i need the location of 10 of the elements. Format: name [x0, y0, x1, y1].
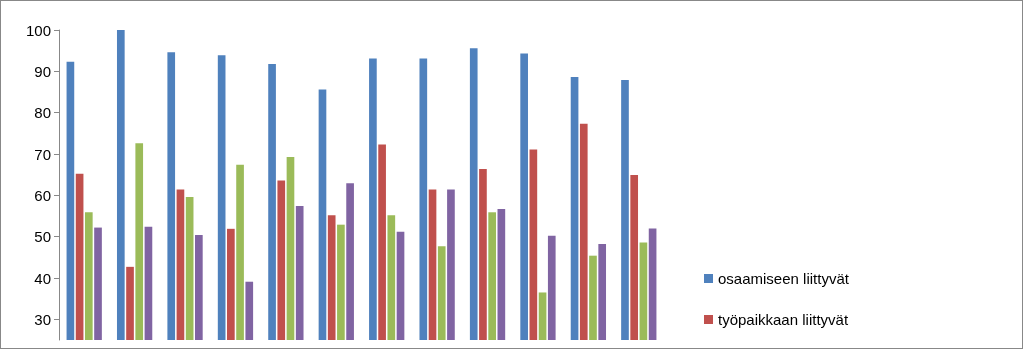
y-tick-label: 30 — [34, 310, 51, 328]
y-tick-label: 90 — [34, 62, 51, 80]
y-tick-label: 80 — [34, 104, 51, 122]
y-tick-label: 50 — [34, 228, 51, 246]
y-tick-label: 70 — [34, 145, 51, 163]
y-tick-label: 100 — [25, 21, 51, 39]
y-tick-label: 60 — [34, 186, 51, 204]
legend-label: työpaikkaan liittyvät — [718, 311, 849, 328]
legend-label: osaamiseen liittyvät — [718, 270, 850, 287]
y-tick-label: 40 — [34, 269, 51, 287]
